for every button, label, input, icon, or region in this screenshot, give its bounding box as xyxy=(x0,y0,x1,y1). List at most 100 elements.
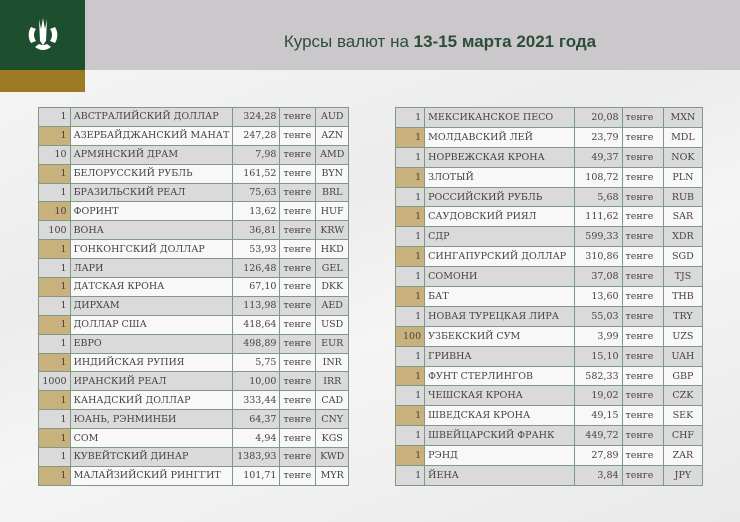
unit-cell: тенге xyxy=(621,365,664,387)
rate-cell: 498,89 xyxy=(232,333,281,354)
rate-cell: 64,37 xyxy=(232,409,281,430)
rate-cell: 20,08 xyxy=(573,107,623,128)
currency-name-cell: НОРВЕЖСКАЯ КРОНА xyxy=(424,146,575,168)
rate-cell: 449,72 xyxy=(573,425,623,447)
rate-cell: 582,33 xyxy=(573,365,623,387)
currency-name-cell: АРМЯНСКИЙ ДРАМ xyxy=(69,144,234,165)
amount-cell: 1 xyxy=(38,295,71,316)
currency-name-cell: САУДОВСКИЙ РИЯЛ xyxy=(424,206,575,228)
unit-cell: тенге xyxy=(279,239,317,260)
currency-code-cell: AED xyxy=(315,295,349,316)
currency-name-cell: БЕЛОРУССКИЙ РУБЛЬ xyxy=(69,163,234,184)
unit-cell: тенге xyxy=(621,126,664,148)
table-row: 1 АВСТРАЛИЙСКИЙ ДОЛЛАР 324,28 тенге AUD xyxy=(38,107,349,127)
unit-cell: тенге xyxy=(621,206,664,228)
rate-cell: 7,98 xyxy=(232,144,281,165)
amount-cell: 1 xyxy=(394,266,426,288)
currency-name-cell: ГОНКОНГСКИЙ ДОЛЛАР xyxy=(69,239,234,260)
rate-cell: 5,68 xyxy=(573,186,623,208)
currency-code-cell: TRY xyxy=(662,305,704,327)
currency-code-cell: CZK xyxy=(662,385,704,407)
currency-code-cell: UZS xyxy=(662,325,704,347)
currency-name-cell: ШВЕЙЦАРСКИЙ ФРАНК xyxy=(424,425,575,447)
currency-name-cell: ЛАРИ xyxy=(69,258,234,279)
currency-name-cell: ГРИВНА xyxy=(424,345,575,367)
currency-code-cell: AUD xyxy=(315,107,349,127)
unit-cell: тенге xyxy=(279,352,317,373)
rate-cell: 111,62 xyxy=(573,206,623,228)
rate-cell: 15,10 xyxy=(573,345,623,367)
currency-code-cell: KWD xyxy=(315,447,349,467)
currency-code-cell: THB xyxy=(662,286,704,307)
currency-code-cell: IRR xyxy=(315,371,349,392)
amount-cell: 1 xyxy=(394,286,426,307)
currency-code-cell: TJS xyxy=(662,266,704,288)
unit-cell: тенге xyxy=(621,186,664,208)
amount-cell: 1 xyxy=(38,107,71,127)
rate-cell: 161,52 xyxy=(232,163,281,184)
unit-cell: тенге xyxy=(621,226,664,248)
table-row: 1 ДИРХАМ 113,98 тенге AED xyxy=(38,295,349,316)
currency-table-left: 1 АВСТРАЛИЙСКИЙ ДОЛЛАР 324,28 тенге AUD 1 АЗЕР… xyxy=(38,107,349,486)
unit-cell: тенге xyxy=(621,465,664,486)
currency-code-cell: JPY xyxy=(662,465,704,486)
currency-table-right: 1 МЕКСИКАНСКОЕ ПЕСО 20,08 тенге MXN 1 МОЛДАВСК… xyxy=(394,107,704,486)
currency-name-cell: НОВАЯ ТУРЕЦКАЯ ЛИРА xyxy=(424,305,575,327)
amount-cell: 1 xyxy=(394,385,426,407)
amount-cell: 1 xyxy=(38,258,71,279)
amount-cell: 1 xyxy=(394,465,426,486)
table-row: 1 ДОЛЛАР США 418,64 тенге USD xyxy=(38,314,349,335)
table-row: 1 ЙЕНА 3,84 тенге JPY xyxy=(394,465,704,486)
currency-name-cell: ЗЛОТЫЙ xyxy=(424,166,575,188)
currency-name-cell: ВОНА xyxy=(69,220,234,241)
gold-accent-strip xyxy=(0,70,85,92)
table-row: 1 ЮАНЬ, РЭНМИНБИ 64,37 тенге CNY xyxy=(38,409,349,430)
table-row: 1 РЭНД 27,89 тенге ZAR xyxy=(394,445,704,467)
amount-cell: 1 xyxy=(38,447,71,467)
rate-cell: 3,99 xyxy=(573,325,623,347)
amount-cell: 1000 xyxy=(38,371,71,392)
currency-code-cell: GEL xyxy=(315,258,349,279)
currency-name-cell: РЭНД xyxy=(424,445,575,467)
rate-cell: 10,00 xyxy=(232,371,281,392)
unit-cell: тенге xyxy=(279,314,317,335)
table-row: 1 ЧЕШСКАЯ КРОНА 19,02 тенге CZK xyxy=(394,385,704,407)
unit-cell: тенге xyxy=(621,325,664,347)
table-row: 1 ШВЕДСКАЯ КРОНА 49,15 тенге SEK xyxy=(394,405,704,427)
currency-name-cell: ЧЕШСКАЯ КРОНА xyxy=(424,385,575,407)
rate-cell: 13,62 xyxy=(232,201,281,222)
table-row: 1 МЕКСИКАНСКОЕ ПЕСО 20,08 тенге MXN xyxy=(394,107,704,128)
unit-cell: тенге xyxy=(279,201,317,222)
rate-cell: 36,81 xyxy=(232,220,281,241)
currency-name-cell: БРАЗИЛЬСКИЙ РЕАЛ xyxy=(69,182,234,203)
amount-cell: 1 xyxy=(394,126,426,148)
currency-name-cell: ИНДИЙСКАЯ РУПИЯ xyxy=(69,352,234,373)
currency-name-cell: ФУНТ СТЕРЛИНГОВ xyxy=(424,365,575,387)
amount-cell: 1 xyxy=(394,166,426,188)
currency-code-cell: SEK xyxy=(662,405,704,427)
currency-code-cell: HKD xyxy=(315,239,349,260)
amount-cell: 1 xyxy=(38,465,71,486)
currency-code-cell: MXN xyxy=(662,107,704,128)
currency-name-cell: ФОРИНТ xyxy=(69,201,234,222)
currency-code-cell: AMD xyxy=(315,144,349,165)
amount-cell: 1 xyxy=(38,314,71,335)
amount-cell: 1 xyxy=(38,409,71,430)
currency-name-cell: УЗБЕКСКИЙ СУМ xyxy=(424,325,575,347)
currency-code-cell: EUR xyxy=(315,333,349,354)
currency-code-cell: SGD xyxy=(662,246,704,268)
currency-code-cell: NOK xyxy=(662,146,704,168)
currency-name-cell: РОССИЙСКИЙ РУБЛЬ xyxy=(424,186,575,208)
currency-name-cell: МАЛАЙЗИЙСКИЙ РИНГГИТ xyxy=(69,465,234,486)
amount-cell: 1 xyxy=(394,365,426,387)
currency-code-cell: RUB xyxy=(662,186,704,208)
rate-cell: 333,44 xyxy=(232,390,281,411)
unit-cell: тенге xyxy=(279,182,317,203)
unit-cell: тенге xyxy=(621,385,664,407)
currency-code-cell: CAD xyxy=(315,390,349,411)
amount-cell: 1 xyxy=(394,345,426,367)
unit-cell: тенге xyxy=(279,144,317,165)
table-row: 1 СДР 599,33 тенге XDR xyxy=(394,226,704,248)
currency-name-cell: ШВЕДСКАЯ КРОНА xyxy=(424,405,575,427)
unit-cell: тенге xyxy=(279,409,317,430)
